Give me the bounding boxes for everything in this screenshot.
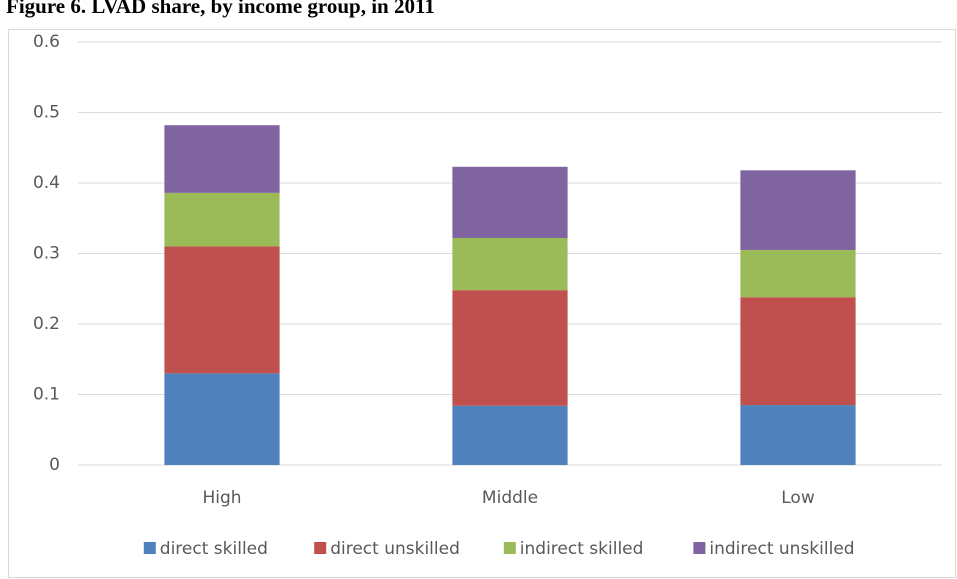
y-tick-label: 0.6	[33, 32, 60, 52]
y-tick-label: 0	[49, 455, 60, 475]
legend-label: indirect skilled	[520, 539, 644, 559]
bar-segment	[164, 373, 280, 465]
x-tick-label: Middle	[482, 488, 538, 508]
y-tick-label: 0.4	[33, 173, 60, 193]
bar-segment	[740, 405, 856, 465]
chart-title: Figure 6. LVAD share, by income group, i…	[6, 0, 435, 18]
bar-segment	[740, 297, 856, 406]
legend-swatch	[503, 542, 516, 554]
legend-label: direct skilled	[160, 539, 268, 559]
legend-swatch	[143, 542, 156, 554]
y-tick-label: 0.5	[33, 103, 60, 123]
legend-swatch	[693, 542, 706, 554]
legend-label: indirect unskilled	[709, 539, 854, 559]
y-tick-label: 0.1	[33, 385, 60, 405]
bar-segment	[164, 125, 280, 193]
bar-segment	[452, 405, 568, 465]
legend-swatch	[314, 542, 327, 554]
x-tick-label: Low	[781, 488, 815, 508]
y-tick-label: 0.3	[33, 244, 60, 264]
bar-segment	[740, 249, 856, 298]
bar-segment	[452, 290, 568, 406]
x-tick-label: High	[202, 488, 241, 508]
bar-segment	[452, 237, 568, 291]
bar-segment	[164, 246, 280, 374]
legend-label: direct unskilled	[330, 539, 460, 559]
bar-segment	[164, 192, 280, 247]
y-tick-label: 0.2	[33, 314, 60, 334]
bar-segment	[740, 170, 856, 250]
chart-frame	[8, 29, 956, 578]
bar-segment	[452, 166, 568, 238]
